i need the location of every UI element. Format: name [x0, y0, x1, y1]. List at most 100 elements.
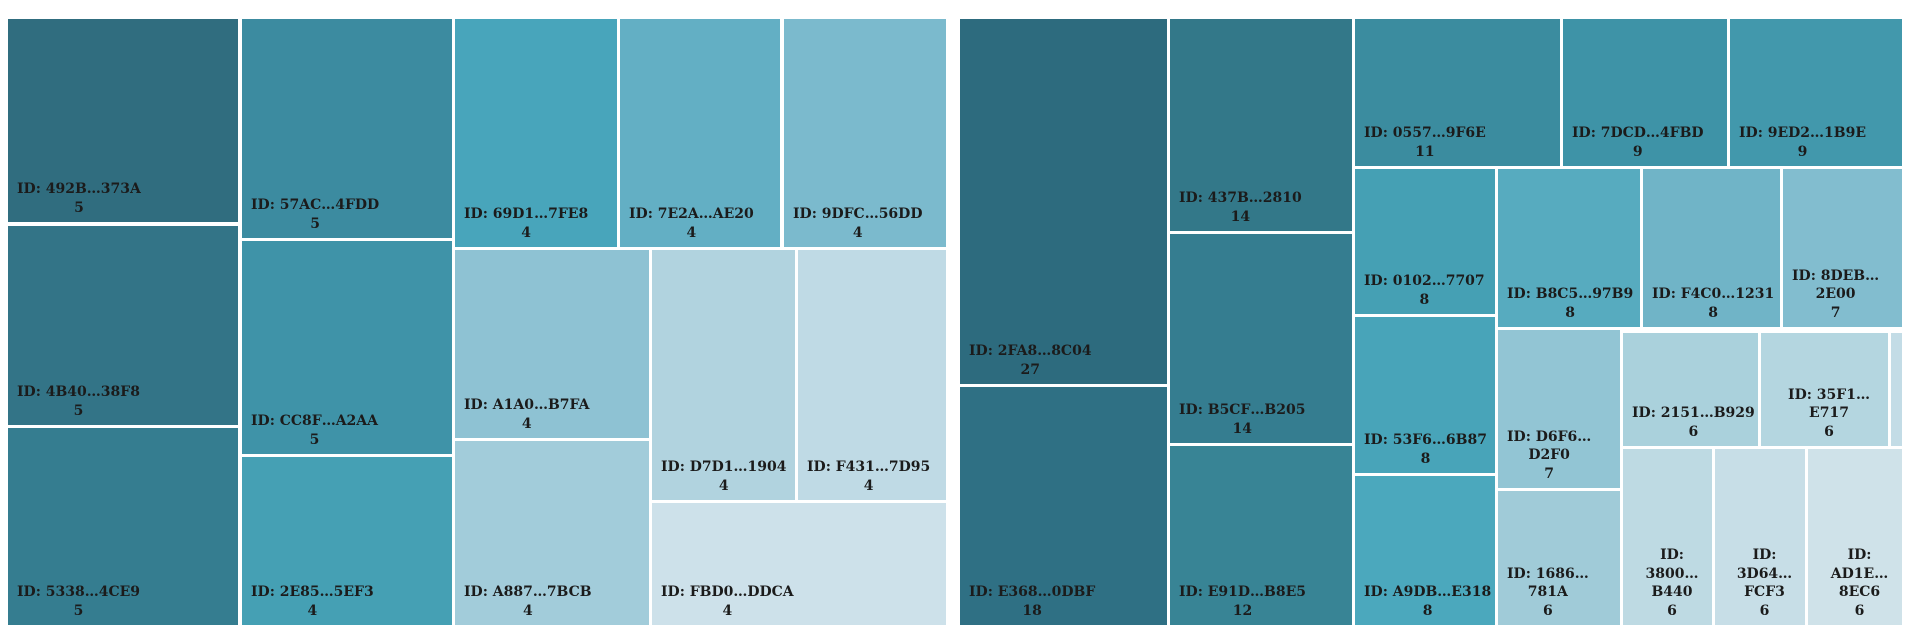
cell-id-text: ID: 4B40…38F8: [17, 384, 140, 401]
treemap-cell[interactable]: ID: F4C0…1231 8: [1643, 169, 1780, 327]
cell-id-text: ID: B5CF…B205: [1179, 402, 1306, 419]
cell-value-text: 4: [686, 224, 697, 241]
cell-label: ID: AD1E… 8EC6 6: [1817, 546, 1902, 620]
cell-id-text: ID: E368…0DBF: [969, 584, 1096, 601]
treemap-cell[interactable]: ID: E368…0DBF 18: [960, 387, 1167, 625]
cell-label: ID: 69D1…7FE8 4: [464, 205, 588, 242]
cell-label: ID: 7E2A…AE20 4: [629, 205, 754, 242]
cell-id-text: ID: 8DEB… 2E00: [1792, 267, 1880, 303]
cell-value-text: 8: [1420, 450, 1431, 467]
cell-id-text: ID: A1A0…B7FA: [464, 397, 590, 414]
treemap-cell[interactable]: ID: 2FA8…8C04 27: [960, 19, 1167, 384]
cell-id-text: ID: 9DFC…56DD: [793, 206, 923, 223]
cell-label: ID: 2E85…5EF3 4: [251, 583, 374, 620]
cell-value-text: 5: [73, 602, 84, 619]
cell-id-text: ID: 2E85…5EF3: [251, 584, 374, 601]
treemap-cell[interactable]: [1891, 333, 1902, 446]
treemap-cell[interactable]: ID: D6F6… D2F0 7: [1498, 330, 1620, 488]
cell-id-text: ID: 0557…9F6E: [1364, 125, 1486, 142]
cell-label: ID: 492B…373A 5: [17, 180, 141, 217]
cell-label: ID: 8DEB… 2E00 7: [1792, 267, 1879, 322]
cell-label: ID: A9DB…E318 8: [1364, 583, 1491, 620]
cell-id-text: ID: B8C5…97B9: [1507, 286, 1634, 303]
cell-value-text: 5: [309, 431, 320, 448]
cell-value-text: 6: [1854, 602, 1865, 619]
treemap-cell[interactable]: ID: A9DB…E318 8: [1355, 476, 1495, 625]
cell-label: ID: FBD0…DDCA 4: [661, 583, 794, 620]
treemap-cell[interactable]: ID: F431…7D95 4: [798, 250, 946, 500]
cell-id-text: ID: E91D…B8E5: [1179, 584, 1307, 601]
treemap-cell[interactable]: ID: 3800… B440 6: [1623, 449, 1712, 625]
cell-value-text: 11: [1415, 143, 1435, 160]
cell-label: ID: 7DCD…4FBD 9: [1572, 124, 1704, 161]
treemap-cell[interactable]: ID: 492B…373A 5: [8, 19, 238, 222]
cell-label: ID: E91D…B8E5 12: [1179, 583, 1306, 620]
cell-id-text: ID: F4C0…1231: [1652, 286, 1775, 303]
cell-label: ID: 437B…2810 14: [1179, 189, 1302, 226]
treemap-cell[interactable]: ID: E91D…B8E5 12: [1170, 446, 1352, 625]
cell-value-text: 5: [310, 215, 320, 232]
cell-label: ID: 53F6…6B87 8: [1364, 431, 1487, 468]
cell-value-text: 4: [722, 602, 733, 619]
cell-id-text: ID: 7E2A…AE20: [629, 206, 754, 223]
treemap-cell[interactable]: ID: FBD0…DDCA 4: [652, 503, 946, 625]
cell-value-text: 4: [718, 477, 729, 494]
treemap-cell[interactable]: ID: B5CF…B205 14: [1170, 234, 1352, 443]
treemap-cell[interactable]: ID: 437B…2810 14: [1170, 19, 1352, 231]
cell-label: ID: D6F6… D2F0 7: [1507, 428, 1591, 483]
cell-id-text: ID: 1686… 781A: [1507, 565, 1589, 601]
treemap-cell[interactable]: ID: D7D1…1904 4: [652, 250, 795, 500]
cell-id-text: ID: 35F1…E717: [1788, 386, 1870, 422]
cell-id-text: ID: 3D64… FCF3: [1736, 547, 1793, 601]
cell-id-text: ID: FBD0…DDCA: [661, 584, 794, 601]
cell-value-text: 4: [852, 224, 863, 241]
cell-label: ID: E368…0DBF 18: [969, 583, 1095, 620]
treemap-cell[interactable]: ID: 53F6…6B87 8: [1355, 317, 1495, 473]
treemap-cell[interactable]: ID: 7E2A…AE20 4: [620, 19, 780, 247]
treemap-cell[interactable]: ID: 3D64… FCF3 6: [1715, 449, 1805, 625]
treemap-cell[interactable]: ID: CC8F…A2AA 5: [242, 241, 452, 454]
cell-id-text: ID: 492B…373A: [17, 181, 141, 198]
treemap-cell[interactable]: ID: 9ED2…1B9E 9: [1730, 19, 1902, 166]
cell-value-text: 7: [1830, 304, 1841, 321]
treemap-cell[interactable]: ID: 4B40…38F8 5: [8, 226, 238, 425]
cell-id-text: ID: A887…7BCB: [464, 584, 592, 601]
treemap-cell[interactable]: ID: 2151…B929 6: [1623, 333, 1758, 446]
treemap-cell[interactable]: ID: 69D1…7FE8 4: [455, 19, 617, 247]
treemap-cell[interactable]: ID: AD1E… 8EC6 6: [1808, 449, 1902, 625]
cell-value-text: 12: [1232, 602, 1253, 619]
cell-label: ID: D7D1…1904 4: [661, 458, 786, 495]
treemap-cell[interactable]: ID: 7DCD…4FBD 9: [1563, 19, 1727, 166]
cell-label: ID: 0557…9F6E 11: [1364, 124, 1486, 161]
cell-id-text: ID: 5338…4CE9: [17, 584, 140, 601]
cell-value-text: 5: [73, 402, 84, 419]
treemap-cell[interactable]: ID: 0102…7707 8: [1355, 169, 1495, 314]
treemap-cell[interactable]: ID: 2E85…5EF3 4: [242, 457, 452, 625]
cell-label: ID: 5338…4CE9 5: [17, 583, 140, 620]
cell-id-text: ID: 2FA8…8C04: [969, 343, 1092, 360]
treemap-cell[interactable]: ID: 5338…4CE9 5: [8, 428, 238, 625]
treemap-cell[interactable]: ID: B8C5…97B9 8: [1498, 169, 1640, 327]
cell-value-text: 8: [1419, 291, 1430, 308]
cell-value-text: 4: [307, 602, 318, 619]
treemap-cell[interactable]: ID: 8DEB… 2E00 7: [1783, 169, 1902, 327]
treemap-cell[interactable]: ID: 0557…9F6E 11: [1355, 19, 1560, 166]
cell-id-text: ID: AD1E… 8EC6: [1830, 547, 1889, 601]
treemap-cell[interactable]: ID: 9DFC…56DD 4: [784, 19, 946, 247]
cell-label: ID: 2151…B929 6: [1632, 404, 1755, 441]
cell-label: ID: 1686… 781A 6: [1507, 565, 1589, 620]
cell-value-text: 6: [1542, 602, 1553, 619]
treemap-cell[interactable]: ID: A1A0…B7FA 4: [455, 250, 649, 438]
treemap-cell[interactable]: ID: 57AC…4FDD 5: [242, 19, 452, 238]
cell-label: ID: B8C5…97B9 8: [1507, 285, 1633, 322]
treemap-cell[interactable]: ID: 1686… 781A 6: [1498, 491, 1620, 625]
cell-value-text: 4: [863, 477, 874, 494]
cell-value-text: 4: [522, 602, 533, 619]
cell-value-text: 6: [1667, 602, 1677, 619]
cell-value-text: 8: [1422, 602, 1433, 619]
treemap-cell[interactable]: ID: A887…7BCB 4: [455, 441, 649, 625]
cell-label: ID: F4C0…1231 8: [1652, 285, 1774, 322]
cell-value-text: 18: [1022, 602, 1042, 619]
treemap-cell[interactable]: ID: 35F1…E717 6: [1761, 333, 1888, 446]
